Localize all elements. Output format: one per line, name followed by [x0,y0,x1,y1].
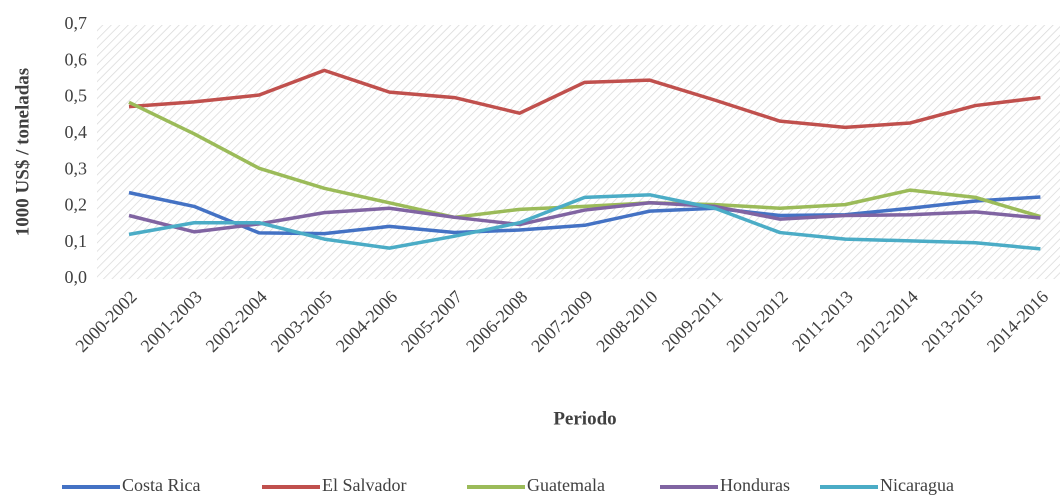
x-axis-title: Periodo [553,408,616,429]
x-tick-label: 2012-2014 [853,287,922,356]
y-tick-label: 0,7 [65,13,88,33]
x-tick-label: 2002-2004 [202,287,271,356]
series-line [128,193,1041,251]
y-tick-label: 0,4 [65,122,88,142]
series-line [128,68,1041,130]
y-axis-title: 1000 US$ / toneladas [12,68,33,236]
legend-label: Nicaragua [880,475,954,495]
legend-label: El Salvador [322,475,406,495]
x-tick-label: 2006-2008 [462,287,531,356]
x-tick-label: 2004-2006 [332,287,401,356]
x-tick-label: 2007-2009 [527,287,596,356]
x-tick-label: 2005-2007 [397,287,466,356]
x-tick-label: 2003-2005 [267,287,336,356]
x-tick-label: 2001-2003 [137,287,206,356]
legend-label: Guatemala [527,475,605,495]
y-tick-label: 0,1 [65,231,88,251]
x-tick-label: 2009-2011 [658,287,727,356]
y-tick-label: 0,2 [65,195,88,215]
series-line [128,190,1041,236]
x-tick-label: 2000-2002 [71,287,140,356]
x-tick-label: 2014-2016 [983,287,1052,356]
x-tick-label: 2010-2012 [722,287,791,356]
legend-label: Honduras [720,475,790,495]
y-tick-label: 0,0 [65,267,88,287]
x-tick-label: 2011-2013 [788,287,857,356]
y-tick-label: 0,3 [65,158,88,178]
x-tick-label: 2013-2015 [918,287,987,356]
y-tick-label: 0,5 [65,86,88,106]
series-line [128,100,1041,220]
plot-background [97,25,1060,279]
legend-label: Costa Rica [122,475,201,495]
y-tick-label: 0,6 [65,49,88,69]
x-tick-label: 2008-2010 [592,287,661,356]
series-line [128,201,1041,234]
